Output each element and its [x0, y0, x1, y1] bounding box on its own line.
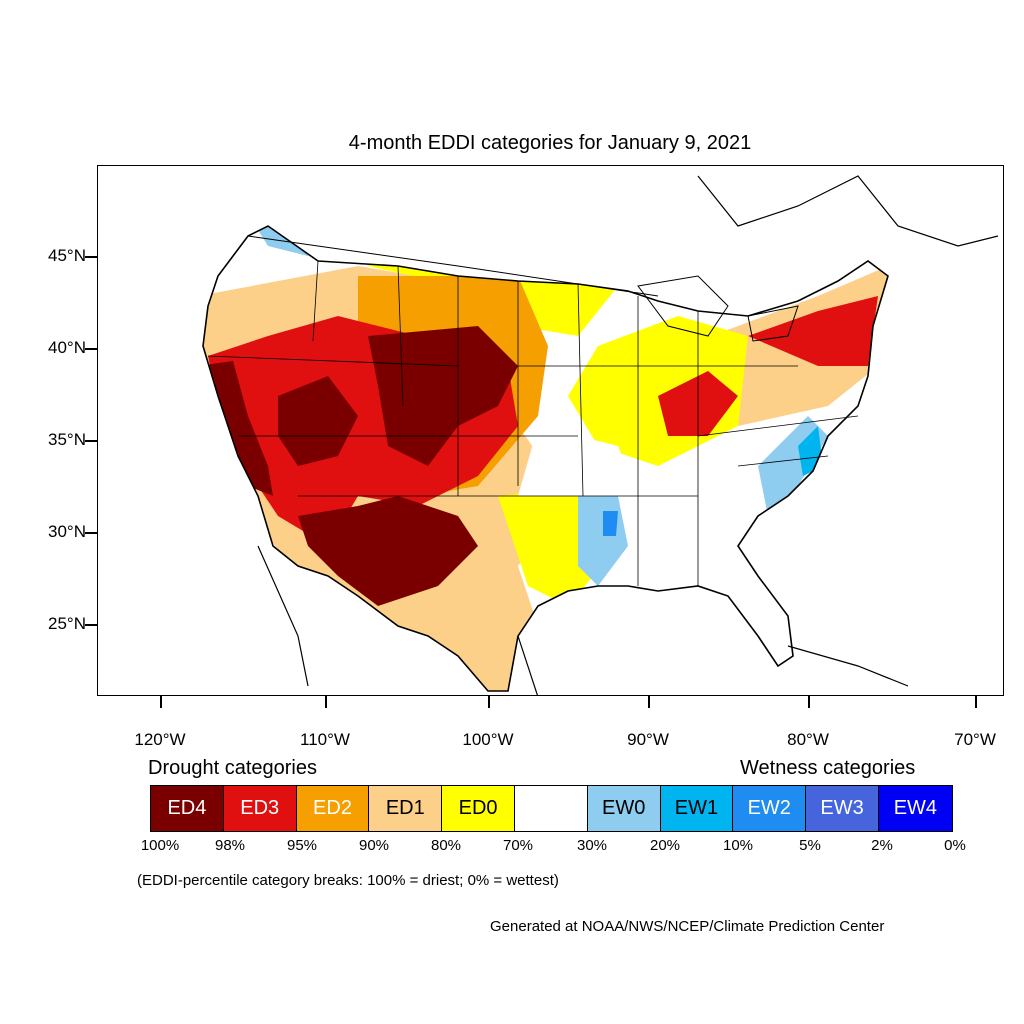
break-label: 20% — [649, 837, 681, 854]
lat-tick — [85, 256, 97, 258]
lat-tick — [85, 532, 97, 534]
legend-colorbar: ED4 ED3 ED2 ED1 ED0 EW0 EW1 EW2 EW3 EW4 — [150, 785, 953, 832]
legend-cell-neutral — [514, 786, 588, 831]
legend-cell-ed0: ED0 — [442, 786, 515, 831]
break-label: 70% — [502, 837, 534, 854]
break-label: 2% — [871, 837, 893, 854]
map-title: 4-month EDDI categories for January 9, 2… — [348, 132, 752, 154]
lon-tick — [975, 696, 977, 708]
map-graphic — [202, 175, 999, 695]
lat-label-30: 30°N — [48, 522, 86, 541]
lat-label-40: 40°N — [48, 338, 86, 357]
legend-cell-ed2: ED2 — [296, 786, 370, 831]
break-label: 90% — [358, 837, 390, 854]
break-label: 10% — [722, 837, 754, 854]
legend-cell-ed3: ED3 — [223, 786, 297, 831]
ed4-region-great-basin — [278, 376, 358, 466]
lon-tick — [325, 696, 327, 708]
drought-heading: Drought categories — [148, 757, 317, 779]
lon-tick — [488, 696, 490, 708]
ed4-region-rockies — [368, 326, 518, 466]
legend-cell-ew0: EW0 — [587, 786, 661, 831]
legend-cell-ew4: EW4 — [878, 786, 952, 831]
lon-tick — [648, 696, 650, 708]
break-label: 100% — [140, 837, 180, 854]
lon-tick — [160, 696, 162, 708]
break-label: 0% — [944, 837, 966, 854]
lat-tick — [85, 348, 97, 350]
neutral-region-plains — [518, 426, 638, 496]
canada-coast — [697, 175, 999, 247]
lon-label-120w: 120°W — [134, 730, 186, 749]
lon-label-80w: 80°W — [787, 730, 829, 749]
legend-cell-ew2: EW2 — [733, 786, 807, 831]
legend-cell-ed4: ED4 — [151, 786, 224, 831]
lat-label-45: 45°N — [48, 246, 86, 265]
mexico-coast — [257, 545, 538, 695]
break-label: 98% — [214, 837, 246, 854]
legend-cell-ed1: ED1 — [369, 786, 443, 831]
lon-label-100w: 100°W — [462, 730, 514, 749]
lat-tick — [85, 440, 97, 442]
cuba-outline — [787, 645, 909, 687]
lon-label-90w: 90°W — [627, 730, 669, 749]
ew0-region-great-lakes — [698, 226, 828, 296]
lat-label-25: 25°N — [48, 614, 86, 633]
lon-tick — [808, 696, 810, 708]
legend-cell-ew1: EW1 — [660, 786, 734, 831]
lat-tick — [85, 624, 97, 626]
lon-label-70w: 70°W — [954, 730, 996, 749]
break-label: 30% — [576, 837, 608, 854]
lat-label-35: 35°N — [48, 430, 86, 449]
lon-label-110w: 110°W — [300, 730, 350, 749]
legend-note: (EDDI-percentile category breaks: 100% =… — [137, 872, 559, 889]
canada-border — [247, 235, 659, 297]
eddi-map — [97, 165, 1004, 696]
ed4-region-southwest — [298, 496, 478, 606]
ed3-region-northeast — [748, 296, 878, 366]
break-label: 5% — [799, 837, 821, 854]
legend-cell-ew3: EW3 — [806, 786, 879, 831]
conus-outline — [202, 225, 889, 692]
state-borders — [207, 260, 859, 586]
wetness-heading: Wetness categories — [740, 757, 916, 779]
break-label: 80% — [430, 837, 462, 854]
ew2-region-lower-miss — [603, 511, 618, 536]
credit-line: Generated at NOAA/NWS/NCEP/Climate Predi… — [490, 918, 885, 935]
great-lakes-outline — [637, 275, 799, 342]
break-label: 95% — [286, 837, 318, 854]
